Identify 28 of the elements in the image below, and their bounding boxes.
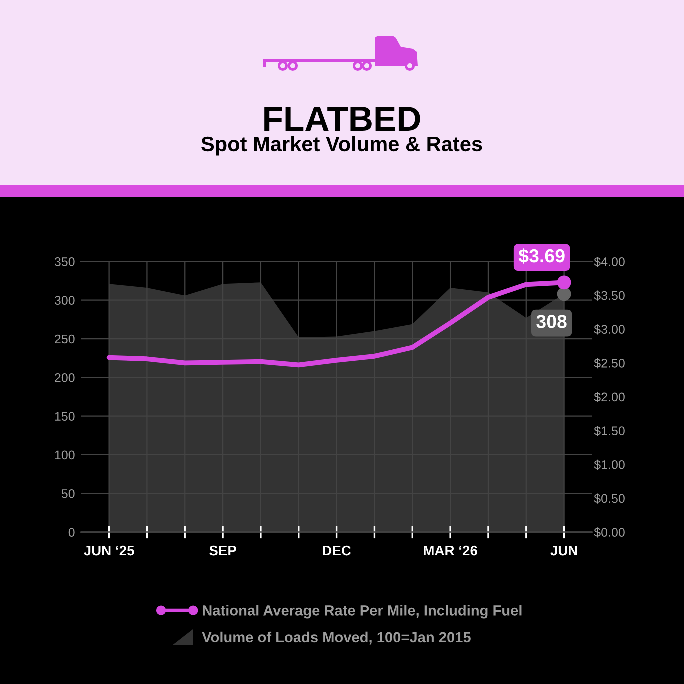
y2-tick-label: $0.50 (594, 494, 625, 504)
y-tick-label: 300 (54, 296, 75, 306)
x-tick-label: JUN ‘25 (84, 546, 134, 556)
y2-tick-label: $2.50 (594, 358, 625, 369)
y-tick-label: 150 (55, 412, 75, 421)
x-tick-label: MAR ‘26 (424, 546, 478, 556)
chart-subtitle: Spot Market Volume & Rates (202, 136, 482, 156)
y2-tick-label: $3.00 (594, 324, 625, 335)
data-label: 308 (536, 315, 567, 328)
y2-tick-label: $1.50 (594, 426, 625, 436)
x-tick-label: SEP (210, 546, 236, 556)
y-tick-label: 50 (62, 489, 75, 498)
legend-label: Volume of Loads Moved, 100=Jan 2015 (202, 632, 471, 645)
y-tick-label: 200 (55, 373, 75, 382)
y-tick-label: 100 (55, 450, 75, 460)
x-tick-label: JUN (550, 546, 578, 556)
legend-label: National Average Rate Per Mile, Including Fuel (203, 605, 522, 619)
chart-title: FLATBED (264, 107, 420, 131)
y2-tick-label: $4.00 (594, 256, 625, 268)
y2-tick-label: $2.00 (594, 392, 625, 402)
y-tick-label: 350 (54, 258, 75, 266)
y2-tick-label: $3.50 (594, 290, 625, 301)
x-tick-label: DEC (323, 546, 352, 556)
y-tick-label: 0 (68, 528, 75, 537)
y2-tick-label: $0.00 (594, 528, 625, 538)
y2-tick-label: $1.00 (594, 460, 625, 470)
y-tick-label: 250 (55, 334, 75, 344)
data-label: $3.69 (518, 248, 565, 264)
